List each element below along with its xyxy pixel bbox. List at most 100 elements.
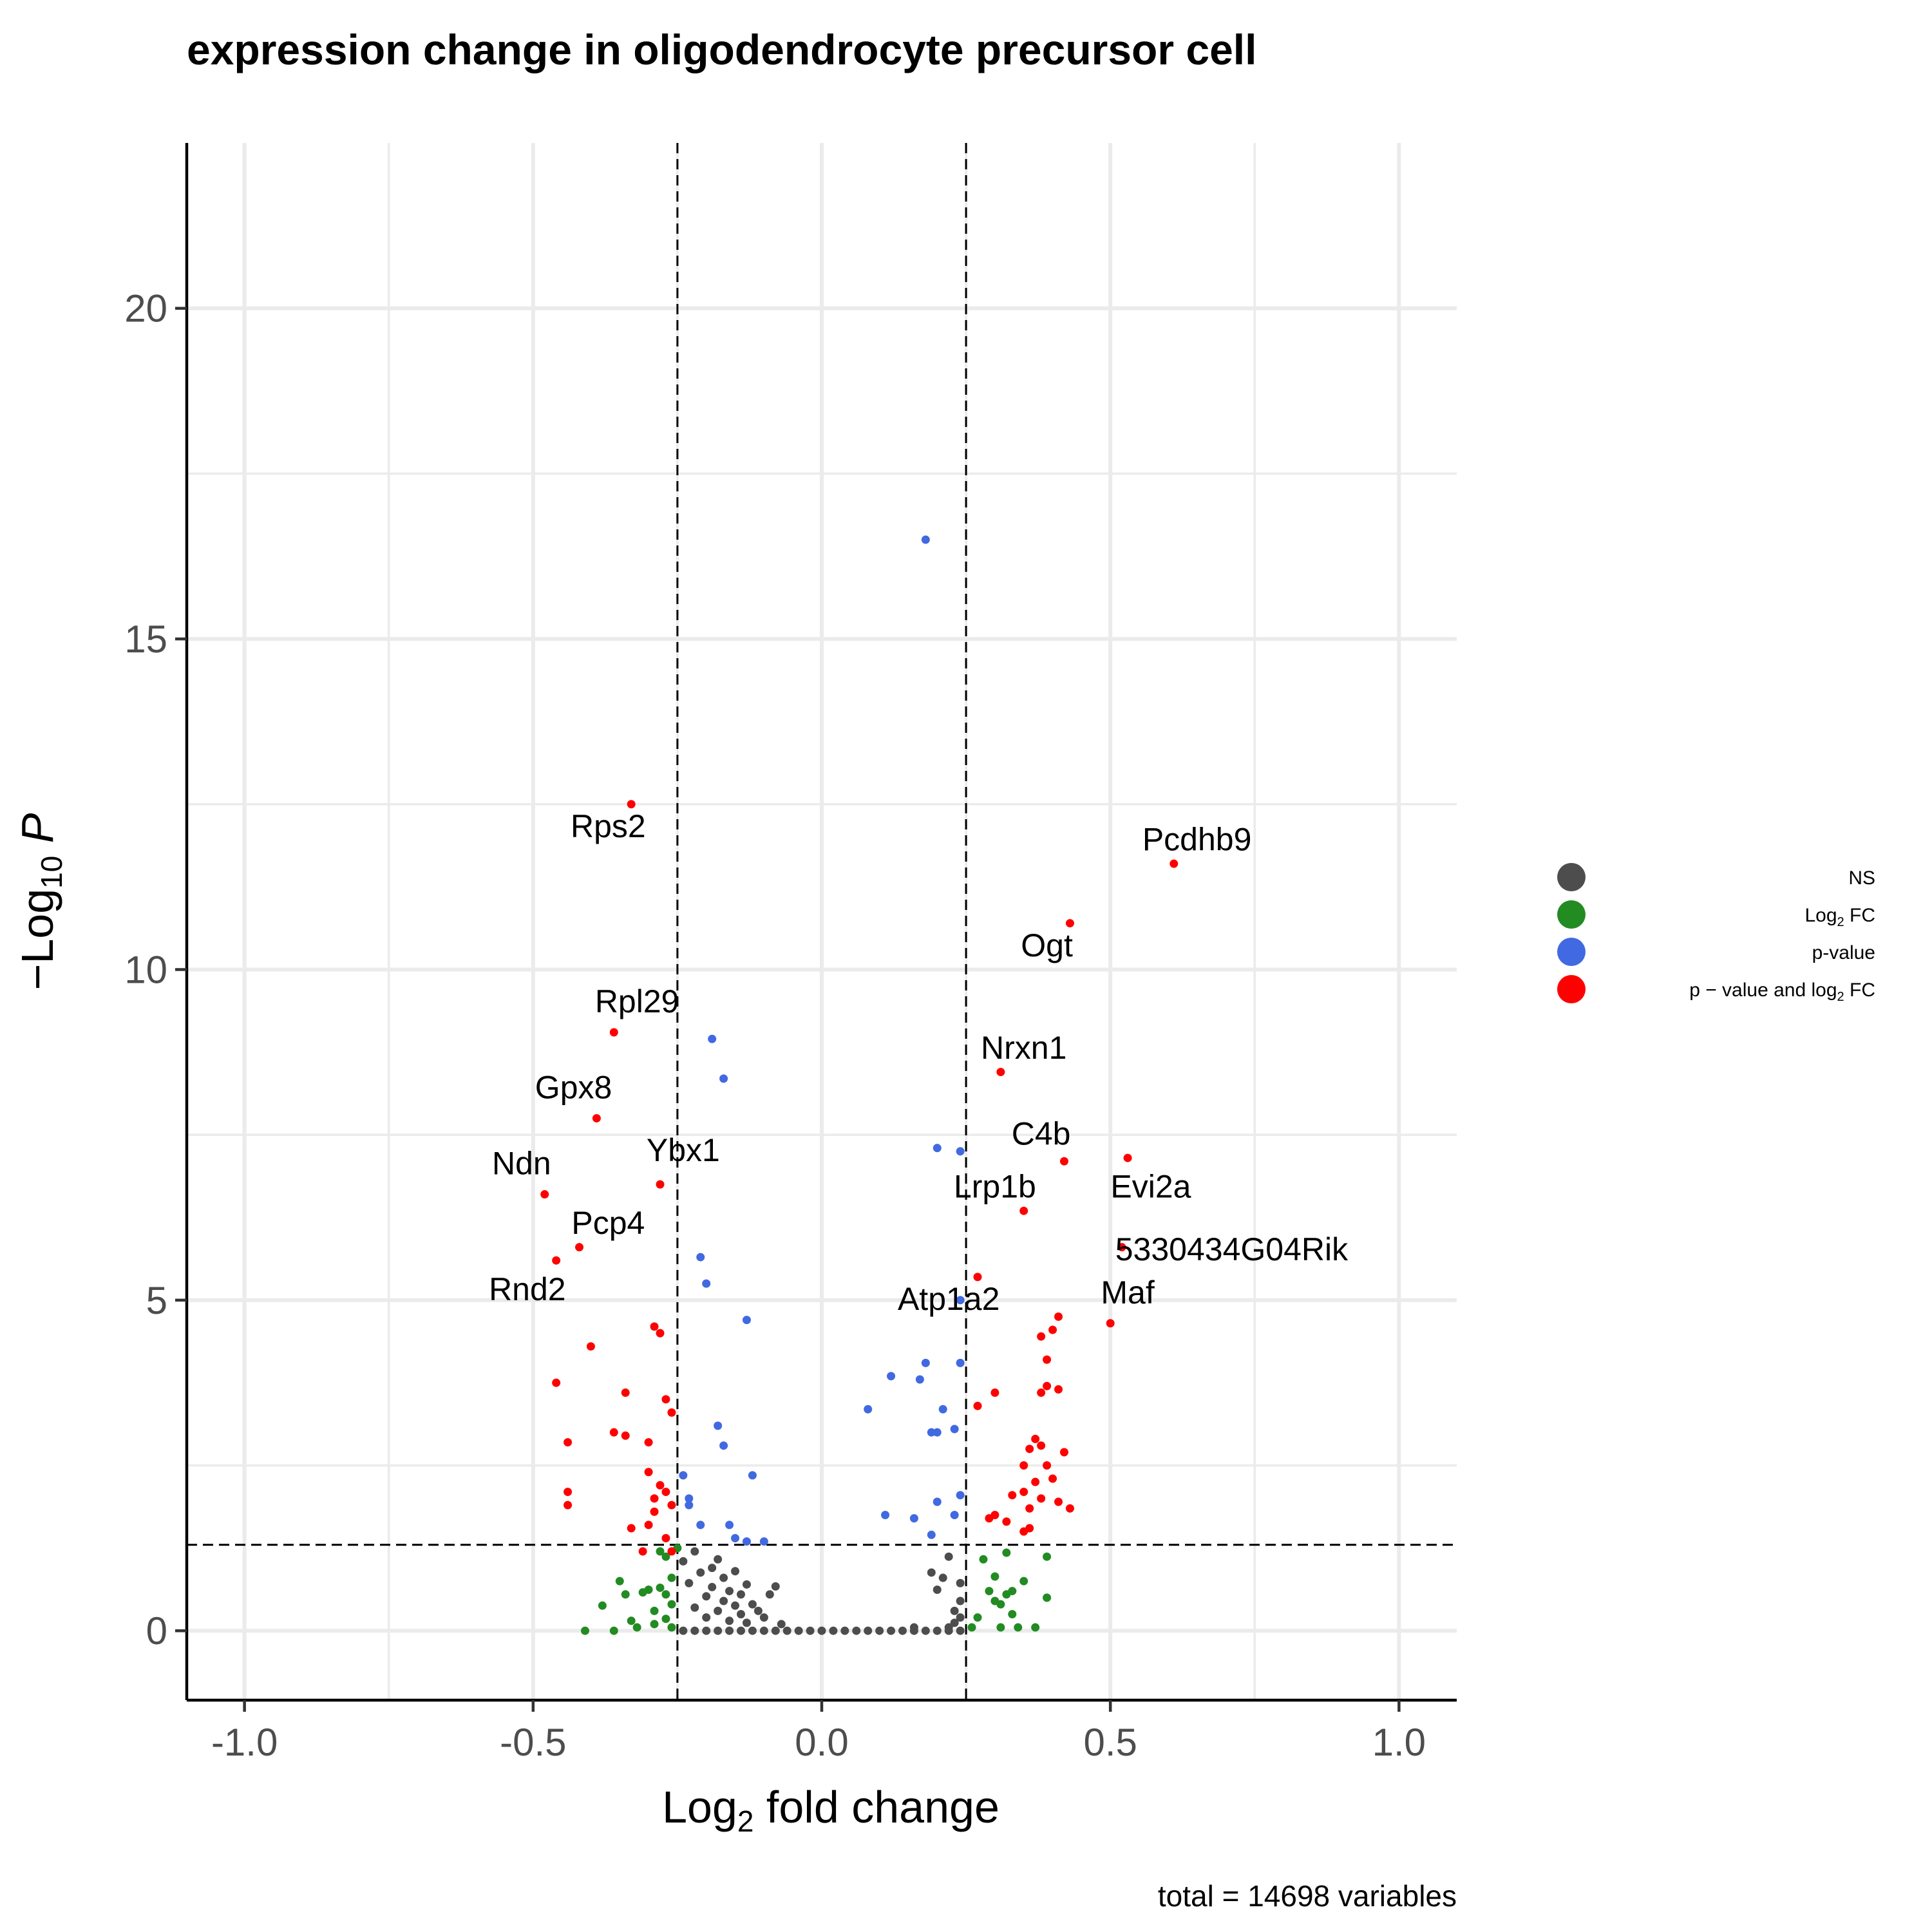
- data-point: [690, 1603, 699, 1612]
- data-point: [580, 1626, 589, 1635]
- x-axis-title: Log2 fold change: [662, 1782, 999, 1838]
- data-point: [731, 1533, 740, 1542]
- data-point: [1048, 1325, 1057, 1334]
- gene-label: Maf: [1101, 1274, 1154, 1311]
- data-point: [552, 1256, 561, 1265]
- data-point: [759, 1537, 768, 1546]
- data-point: [667, 1408, 676, 1417]
- legend-key: [1557, 900, 1586, 929]
- data-point: [714, 1421, 723, 1430]
- data-point: [852, 1626, 861, 1635]
- data-point: [702, 1613, 711, 1622]
- legend-label: Log2 FC: [1804, 905, 1875, 929]
- data-point: [1019, 1488, 1028, 1497]
- data-point: [782, 1626, 791, 1635]
- data-point: [661, 1590, 670, 1599]
- data-point: [806, 1626, 815, 1635]
- data-point: [632, 1623, 641, 1632]
- data-point: [881, 1511, 890, 1520]
- data-point: [650, 1494, 659, 1503]
- data-point: [564, 1501, 573, 1510]
- data-point: [1037, 1441, 1046, 1450]
- data-point: [742, 1316, 751, 1325]
- data-point: [996, 1623, 1005, 1632]
- data-point: [777, 1620, 786, 1629]
- grid-lines: [187, 143, 1457, 1700]
- x-axis-title-subscript: 2: [737, 1804, 754, 1838]
- data-point: [933, 1586, 942, 1595]
- data-point: [737, 1590, 746, 1599]
- data-point: [1043, 1593, 1052, 1602]
- data-point: [794, 1626, 803, 1635]
- data-point: [956, 1491, 965, 1500]
- gene-label: Pcp4: [571, 1205, 645, 1241]
- data-point: [1037, 1494, 1046, 1503]
- data-point: [650, 1507, 659, 1516]
- data-point: [667, 1623, 676, 1632]
- data-point: [921, 535, 930, 544]
- data-point: [1059, 1448, 1068, 1457]
- data-point: [1008, 1610, 1017, 1619]
- data-point: [887, 1626, 896, 1635]
- data-point: [990, 1388, 999, 1397]
- data-point: [644, 1586, 653, 1595]
- x-axis-title-rest: fold change: [753, 1782, 999, 1832]
- data-point: [696, 1568, 705, 1577]
- data-point: [714, 1555, 723, 1564]
- data-point: [661, 1615, 670, 1624]
- data-point: [725, 1587, 734, 1596]
- data-point: [1043, 1552, 1052, 1561]
- data-point: [564, 1438, 573, 1447]
- data-point: [979, 1555, 988, 1564]
- x-axis-ticks: -1.0 -0.5 0.0 0.5 1.0: [211, 1700, 1426, 1764]
- data-point: [1037, 1388, 1046, 1397]
- data-point: [621, 1388, 630, 1397]
- data-point: [708, 1034, 717, 1043]
- data-point: [714, 1606, 723, 1615]
- data-point: [1043, 1355, 1052, 1364]
- data-point: [731, 1601, 740, 1610]
- data-point: [909, 1514, 918, 1523]
- y-tick-label: 10: [124, 948, 167, 991]
- data-point: [1048, 1474, 1057, 1483]
- data-point: [627, 1616, 636, 1625]
- data-point: [719, 1441, 728, 1450]
- data-point: [656, 1481, 665, 1490]
- data-point: [719, 1573, 728, 1582]
- data-point: [1002, 1517, 1011, 1526]
- data-point: [719, 1596, 728, 1605]
- x-tick-label: 1.0: [1372, 1721, 1426, 1764]
- data-point: [898, 1626, 907, 1635]
- data-point: [921, 1358, 930, 1367]
- data-point: [627, 1524, 636, 1533]
- data-point: [708, 1582, 717, 1591]
- data-point: [627, 800, 636, 809]
- data-point: [667, 1547, 676, 1556]
- data-point: [609, 1028, 618, 1037]
- data-point: [702, 1279, 711, 1288]
- data-point: [915, 1375, 924, 1384]
- data-point: [1043, 1461, 1052, 1470]
- data-point: [956, 1596, 965, 1605]
- gene-label: Atp1a2: [898, 1281, 999, 1317]
- data-point: [1019, 1461, 1028, 1470]
- data-point: [956, 1358, 965, 1367]
- gene-label: Ndn: [492, 1146, 551, 1182]
- data-point: [1043, 1381, 1052, 1390]
- legend: NS Log2 FC p-value p − value and log2 FC: [1557, 863, 1875, 1004]
- gene-label: Ybx1: [647, 1132, 720, 1168]
- cutoff-lines: [187, 143, 1457, 1700]
- data-point: [1065, 1504, 1074, 1513]
- data-point: [725, 1520, 734, 1530]
- data-point: [1106, 1319, 1115, 1328]
- data-point: [690, 1626, 699, 1635]
- data-point: [1037, 1332, 1046, 1341]
- gene-label: Nrxn1: [981, 1030, 1066, 1066]
- data-point: [731, 1567, 740, 1576]
- data-point: [644, 1520, 653, 1530]
- data-point: [685, 1578, 694, 1587]
- gene-label: Lrp1b: [954, 1169, 1036, 1205]
- data-point: [644, 1468, 653, 1477]
- data-point: [702, 1592, 711, 1601]
- data-point: [759, 1626, 768, 1635]
